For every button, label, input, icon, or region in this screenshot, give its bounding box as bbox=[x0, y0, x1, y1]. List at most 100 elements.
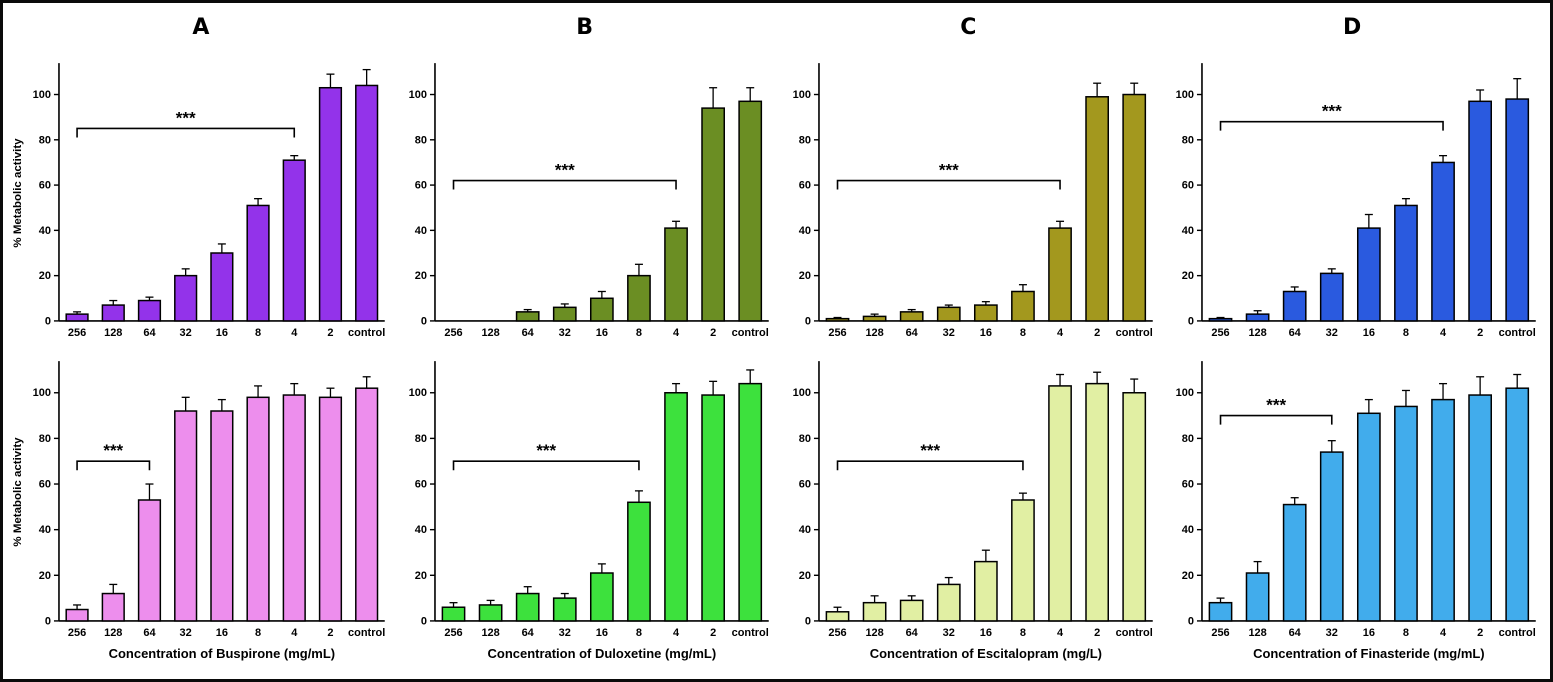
chart-buspirone-bottom: 0 20 40 60 80 100 256 128 64 32 16 8 4 2 control *** Con… bbox=[9, 347, 393, 669]
bar bbox=[626, 501, 651, 622]
bar bbox=[137, 499, 162, 622]
x-tick-label: control bbox=[1115, 627, 1152, 639]
x-tick-label: 8 bbox=[636, 627, 642, 639]
bar bbox=[663, 392, 688, 622]
bar bbox=[355, 84, 379, 322]
bar-chart: 0 20 40 60 80 100 256 128 64 32 16 8 4 2 control *** Con… bbox=[12, 361, 385, 661]
x-tick-label: 64 bbox=[905, 327, 918, 339]
y-tick-label: 20 bbox=[415, 270, 427, 282]
significance-label: *** bbox=[536, 441, 556, 460]
bar bbox=[174, 274, 198, 322]
y-axis-title: % Metabolic activity bbox=[12, 138, 24, 248]
bar bbox=[1394, 405, 1419, 622]
y-tick-label: 20 bbox=[798, 570, 810, 582]
bar bbox=[101, 592, 125, 622]
x-tick-label: 2 bbox=[1477, 327, 1483, 339]
significance-bracket bbox=[76, 127, 296, 138]
bar-chart: 0 20 40 60 80 100 256 128 64 32 16 8 4 2 control *** % M… bbox=[12, 63, 385, 339]
bar-chart: 0 20 40 60 80 100 256 128 64 32 16 8 4 2 control *** Con… bbox=[408, 361, 769, 661]
y-tick-label: 100 bbox=[792, 387, 810, 399]
y-tick-label: 0 bbox=[804, 315, 810, 327]
bar bbox=[355, 387, 379, 622]
x-tick-label: 2 bbox=[1477, 627, 1483, 639]
bar bbox=[1320, 451, 1344, 622]
x-axis-title: Concentration of Escitalopram (mg/L) bbox=[869, 646, 1101, 661]
bar bbox=[1394, 204, 1419, 322]
y-tick-label: 80 bbox=[415, 134, 427, 146]
bar bbox=[1320, 272, 1344, 322]
bar bbox=[1505, 387, 1530, 622]
y-tick-label: 40 bbox=[798, 225, 810, 237]
x-tick-label: 2 bbox=[327, 327, 333, 339]
x-tick-label: 32 bbox=[558, 627, 570, 639]
x-tick-label: control bbox=[348, 627, 385, 639]
x-tick-label: 16 bbox=[979, 327, 991, 339]
y-tick-label: 0 bbox=[1188, 615, 1194, 627]
bar bbox=[589, 572, 614, 622]
y-tick-label: 60 bbox=[415, 479, 427, 491]
x-tick-label: 2 bbox=[1094, 627, 1100, 639]
x-tick-label: 256 bbox=[1212, 627, 1230, 639]
x-tick-label: 64 bbox=[143, 627, 156, 639]
y-tick-label: 40 bbox=[798, 524, 810, 536]
y-tick-label: 20 bbox=[39, 270, 51, 282]
x-tick-label: 256 bbox=[828, 627, 846, 639]
y-tick-label: 60 bbox=[798, 180, 810, 192]
x-tick-label: 16 bbox=[1363, 327, 1375, 339]
y-tick-label: 100 bbox=[1176, 89, 1194, 101]
x-tick-label: 128 bbox=[865, 627, 883, 639]
significance-bracket bbox=[76, 460, 151, 471]
y-tick-label: 80 bbox=[39, 433, 51, 445]
column-headers: A B C D bbox=[9, 5, 1544, 49]
significance-label: *** bbox=[1322, 102, 1342, 121]
bar bbox=[552, 306, 577, 322]
column-header-b: B bbox=[576, 14, 594, 40]
bar-chart: 0 20 40 60 80 100 256 128 64 32 16 8 4 2 control *** bbox=[792, 63, 1152, 339]
bar bbox=[515, 311, 540, 322]
y-tick-label: 0 bbox=[45, 615, 51, 627]
y-tick-label: 100 bbox=[792, 89, 810, 101]
y-tick-label: 60 bbox=[415, 180, 427, 192]
x-tick-label: 4 bbox=[291, 627, 298, 639]
bar bbox=[478, 604, 503, 622]
y-tick-label: 20 bbox=[1182, 570, 1194, 582]
x-tick-label: 64 bbox=[905, 627, 918, 639]
x-tick-label: 16 bbox=[216, 327, 228, 339]
bar bbox=[1357, 227, 1381, 322]
column-header-d: D bbox=[1342, 14, 1362, 40]
x-tick-label: 32 bbox=[180, 627, 192, 639]
x-tick-label: 128 bbox=[481, 627, 499, 639]
bar bbox=[738, 382, 762, 622]
bar bbox=[1468, 394, 1493, 622]
x-tick-label: 256 bbox=[1212, 327, 1230, 339]
y-tick-label: 0 bbox=[45, 315, 51, 327]
x-tick-label: 256 bbox=[68, 327, 86, 339]
x-tick-label: 32 bbox=[942, 627, 954, 639]
bar bbox=[1084, 382, 1109, 622]
x-tick-label: 32 bbox=[558, 327, 570, 339]
y-tick-label: 60 bbox=[39, 180, 51, 192]
y-tick-label: 100 bbox=[33, 387, 51, 399]
x-tick-label: 32 bbox=[180, 327, 192, 339]
x-tick-label: 128 bbox=[481, 327, 499, 339]
bar bbox=[1357, 412, 1381, 622]
y-tick-label: 40 bbox=[39, 225, 51, 237]
x-tick-label: 8 bbox=[255, 327, 261, 339]
x-tick-label: 256 bbox=[68, 627, 86, 639]
y-tick-label: 40 bbox=[1182, 524, 1194, 536]
x-tick-label: 128 bbox=[104, 627, 122, 639]
x-tick-label: control bbox=[1499, 327, 1536, 339]
bar bbox=[1283, 503, 1307, 622]
y-tick-label: 100 bbox=[408, 387, 426, 399]
y-axis-title: % Metabolic activity bbox=[12, 437, 24, 547]
significance-label: *** bbox=[555, 161, 575, 180]
x-tick-label: 64 bbox=[143, 327, 156, 339]
bar bbox=[210, 410, 234, 622]
bar bbox=[1121, 93, 1146, 322]
x-tick-label: 16 bbox=[596, 327, 608, 339]
bar bbox=[101, 304, 125, 322]
y-tick-label: 60 bbox=[1182, 180, 1194, 192]
x-tick-label: control bbox=[731, 627, 768, 639]
significance-bracket bbox=[1219, 414, 1333, 425]
bar bbox=[1245, 313, 1270, 322]
